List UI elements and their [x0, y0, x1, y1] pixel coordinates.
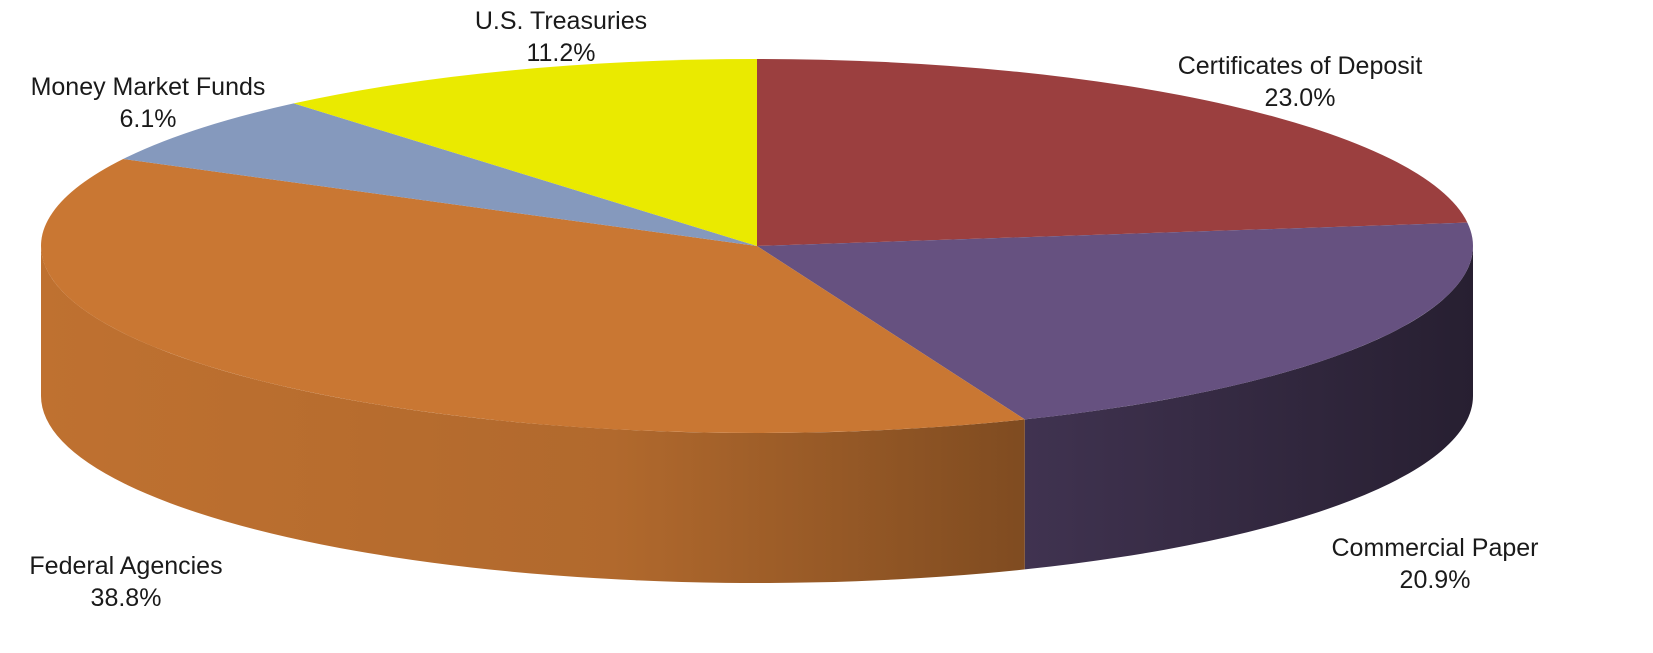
value-label-money-market-funds: 6.1% — [120, 105, 177, 133]
label-federal-agencies: Federal Agencies — [29, 552, 222, 580]
side-wall-commercial-paper — [1024, 246, 1473, 570]
slice-commercial-paper — [757, 222, 1473, 420]
label-certificates-of-deposit: Certificates of Deposit — [1178, 52, 1423, 80]
pie-slices — [41, 58, 1473, 433]
value-label-commercial-paper: 20.9% — [1400, 566, 1471, 594]
value-label-u-s-treasuries: 11.2% — [526, 39, 595, 67]
pie-side-walls — [41, 246, 1473, 583]
pie-labels: Certificates of Deposit 23.0% Commercial P… — [29, 7, 1538, 612]
label-u-s-treasuries: U.S. Treasuries — [475, 7, 647, 35]
label-money-market-funds: Money Market Funds — [31, 73, 266, 101]
slice-u-s-treasuries — [293, 58, 757, 246]
value-label-federal-agencies: 38.8% — [91, 584, 162, 612]
label-commercial-paper: Commercial Paper — [1331, 534, 1538, 562]
slice-certificates-of-deposit — [757, 59, 1468, 246]
slice-money-market-funds — [123, 103, 757, 246]
side-wall-federal-agencies — [41, 246, 1025, 583]
slice-federal-agencies — [41, 159, 1025, 433]
value-label-certificates-of-deposit: 23.0% — [1265, 84, 1336, 112]
